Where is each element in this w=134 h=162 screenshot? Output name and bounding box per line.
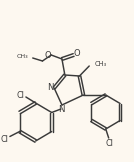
Text: Cl: Cl bbox=[0, 135, 8, 144]
Text: N: N bbox=[58, 105, 64, 115]
Text: O: O bbox=[73, 50, 80, 58]
Text: CH₃: CH₃ bbox=[16, 53, 28, 58]
Text: Cl: Cl bbox=[16, 91, 24, 99]
Text: N: N bbox=[47, 82, 53, 92]
Text: Cl: Cl bbox=[106, 139, 114, 147]
Text: O: O bbox=[45, 51, 52, 59]
Text: CH₃: CH₃ bbox=[95, 61, 107, 67]
